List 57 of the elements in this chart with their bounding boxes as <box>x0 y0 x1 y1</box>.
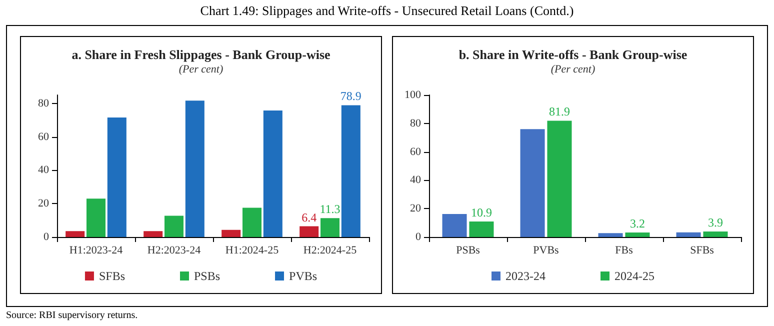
y-tick-label: 60 <box>38 130 50 143</box>
legend-label: 2024-25 <box>614 269 654 283</box>
bar <box>341 105 360 237</box>
y-tick-label: 80 <box>410 117 422 130</box>
chart-title: a. Share in Fresh Slippages - Bank Group-wise <box>72 47 331 62</box>
x-tick-label: PVBs <box>533 244 559 256</box>
x-tick-label: FBs <box>615 244 633 256</box>
chart-title: b. Share in Write-offs - Bank Group-wise <box>458 47 688 62</box>
caption: Chart 1.49: Slippages and Write-offs - Unsecured Retail Loans (Contd.) <box>199 2 575 20</box>
bar <box>547 120 572 237</box>
y-tick-label: 80 <box>38 97 50 110</box>
bar <box>185 100 204 237</box>
bar <box>222 230 241 237</box>
bar <box>625 232 650 237</box>
x-tick-label: H1:2024-25 <box>225 244 280 256</box>
bar <box>66 231 85 237</box>
legend-label: PVBs <box>289 269 318 283</box>
x-tick-label: H2:2023-24 <box>147 244 202 256</box>
bar <box>107 118 126 237</box>
chart-subtitle: (Per cent) <box>550 64 596 76</box>
data-label: 10.9 <box>470 206 492 220</box>
data-label: 78.9 <box>340 89 362 104</box>
y-tick-label: 40 <box>38 164 50 176</box>
bar <box>144 231 163 237</box>
bar <box>703 231 728 237</box>
bar <box>520 129 545 237</box>
bar <box>676 232 701 237</box>
x-tick-label: H1:2023-24 <box>69 244 124 256</box>
x-tick-label: H2:2024-25 <box>303 244 358 256</box>
y-tick-label: 0 <box>416 231 422 243</box>
legend-label: 2023-24 <box>506 269 546 283</box>
y-tick-label: 0 <box>44 231 50 243</box>
source-note: Source: RBI supervisory returns. <box>6 310 139 321</box>
bar <box>469 222 494 237</box>
bar <box>320 218 340 237</box>
chart-subtitle: (Per cent) <box>178 64 224 76</box>
legend-label: SFBs <box>98 269 126 283</box>
bar <box>86 198 106 237</box>
bar <box>442 214 467 237</box>
data-label: 11.3 <box>320 202 340 216</box>
bar <box>242 208 262 237</box>
bar <box>263 110 282 237</box>
y-tick-label: 100 <box>404 89 422 101</box>
data-label: 3.9 <box>708 215 723 230</box>
x-tick-label: SFBs <box>690 244 714 256</box>
legend-label: PSBs <box>194 269 220 283</box>
data-label: 3.2 <box>630 216 645 230</box>
x-tick-label: PSBs <box>456 244 480 256</box>
y-tick-label: 20 <box>410 202 422 215</box>
bar <box>300 226 319 237</box>
bar <box>598 233 623 237</box>
data-label: 6.4 <box>302 210 317 224</box>
data-label: 81.9 <box>548 104 570 119</box>
bar <box>164 216 184 237</box>
y-tick-label: 40 <box>410 174 422 186</box>
y-tick-label: 20 <box>38 198 50 210</box>
y-tick-label: 60 <box>410 146 422 158</box>
